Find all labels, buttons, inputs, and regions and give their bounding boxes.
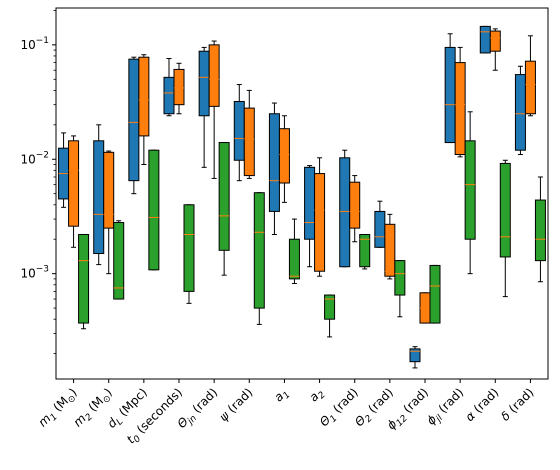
y-tick-exponent: −1 (36, 36, 49, 46)
plot-area (58, 25, 546, 369)
box-2-13 (489, 28, 501, 71)
box-2-14 (524, 35, 536, 117)
x-label-subscript: 1 (49, 412, 60, 423)
y-tick-exponent: −2 (36, 150, 49, 160)
box-body (349, 181, 361, 229)
box-body (163, 76, 175, 115)
box-body (68, 140, 80, 227)
box-body (464, 140, 476, 240)
box-3-9 (359, 233, 371, 270)
box-body (524, 60, 536, 115)
box-3-14 (534, 176, 546, 283)
x-label-subscript: 2 (84, 412, 95, 423)
box-3-5 (218, 142, 230, 276)
box-body (128, 58, 140, 182)
box-2-5 (208, 40, 220, 179)
box-body (499, 162, 511, 258)
x-label-subscript: 1 (328, 414, 339, 425)
box-2-10 (384, 213, 396, 280)
box-body (359, 233, 371, 268)
x-label-subscript: 1 (282, 390, 293, 401)
y-tick-exponent: −3 (36, 265, 49, 275)
y-tick-label-2: 10−2 (20, 150, 49, 166)
box-body (374, 210, 386, 248)
box-body (479, 25, 491, 54)
box-body (218, 142, 230, 251)
box-2-2 (103, 150, 115, 275)
box-1-3 (128, 56, 140, 195)
box-2-7 (278, 115, 290, 203)
box-body (514, 74, 526, 151)
box-body (93, 140, 105, 255)
x-label-subscript: 0 (132, 434, 143, 445)
box-1-4 (163, 57, 175, 117)
box-2-4 (173, 62, 185, 115)
box-3-13 (499, 159, 511, 298)
box-1-9 (339, 149, 351, 268)
box-body (304, 166, 316, 240)
box-3-2 (113, 220, 125, 300)
box-body (138, 56, 150, 137)
box-body (198, 50, 210, 117)
box-1-12 (444, 33, 456, 144)
box-3-6 (253, 192, 265, 325)
box-body (173, 68, 185, 106)
box-3-3 (148, 149, 160, 271)
box-body (339, 157, 351, 268)
box-body (243, 107, 255, 177)
box-2-8 (314, 157, 326, 277)
box-1-2 (93, 124, 105, 266)
box-body (148, 149, 160, 271)
box-body (208, 44, 220, 107)
box-body (409, 348, 421, 363)
y-tick-label-3: 10−1 (20, 36, 49, 52)
box-body (454, 62, 466, 156)
box-2-1 (68, 135, 80, 248)
box-1-10 (374, 200, 386, 248)
box-body (233, 100, 245, 161)
x-label-subscript: 2 (364, 413, 375, 424)
y-tick-base: 10 (20, 267, 35, 281)
box-body (103, 151, 115, 229)
series-3 (78, 111, 546, 338)
box-body (113, 222, 125, 300)
box-1-11 (409, 346, 421, 369)
x-label-subscript: L (115, 417, 126, 428)
box-2-3 (138, 54, 150, 165)
box-3-12 (464, 111, 476, 275)
box-body (444, 46, 456, 144)
box-body (278, 128, 290, 184)
box-1-13 (479, 25, 491, 54)
box-3-8 (324, 294, 336, 338)
box-body (314, 173, 326, 272)
series-2 (68, 28, 536, 324)
box-2-11 (419, 292, 431, 324)
box-3-10 (394, 260, 406, 318)
box-body (394, 260, 406, 296)
box-3-11 (429, 264, 441, 324)
box-body (268, 113, 280, 212)
box-body (183, 204, 195, 292)
x-label-subscript: 2 (317, 390, 328, 401)
box-body (384, 223, 396, 277)
box-body (253, 192, 265, 309)
y-tick-base: 10 (20, 152, 35, 166)
box-body (534, 199, 546, 262)
y-tick-label-1: 10−3 (20, 265, 49, 281)
box-2-12 (454, 46, 466, 158)
box-body (429, 264, 441, 324)
box-3-1 (78, 233, 90, 330)
box-body (489, 30, 501, 52)
box-2-9 (349, 175, 361, 243)
box-2-6 (243, 89, 255, 179)
box-1-14 (514, 65, 526, 156)
box-3-7 (288, 218, 300, 285)
box-body (288, 238, 300, 280)
box-body (324, 294, 336, 320)
box-3-4 (183, 204, 195, 304)
y-tick-base: 10 (20, 38, 35, 52)
box-body (78, 233, 90, 324)
